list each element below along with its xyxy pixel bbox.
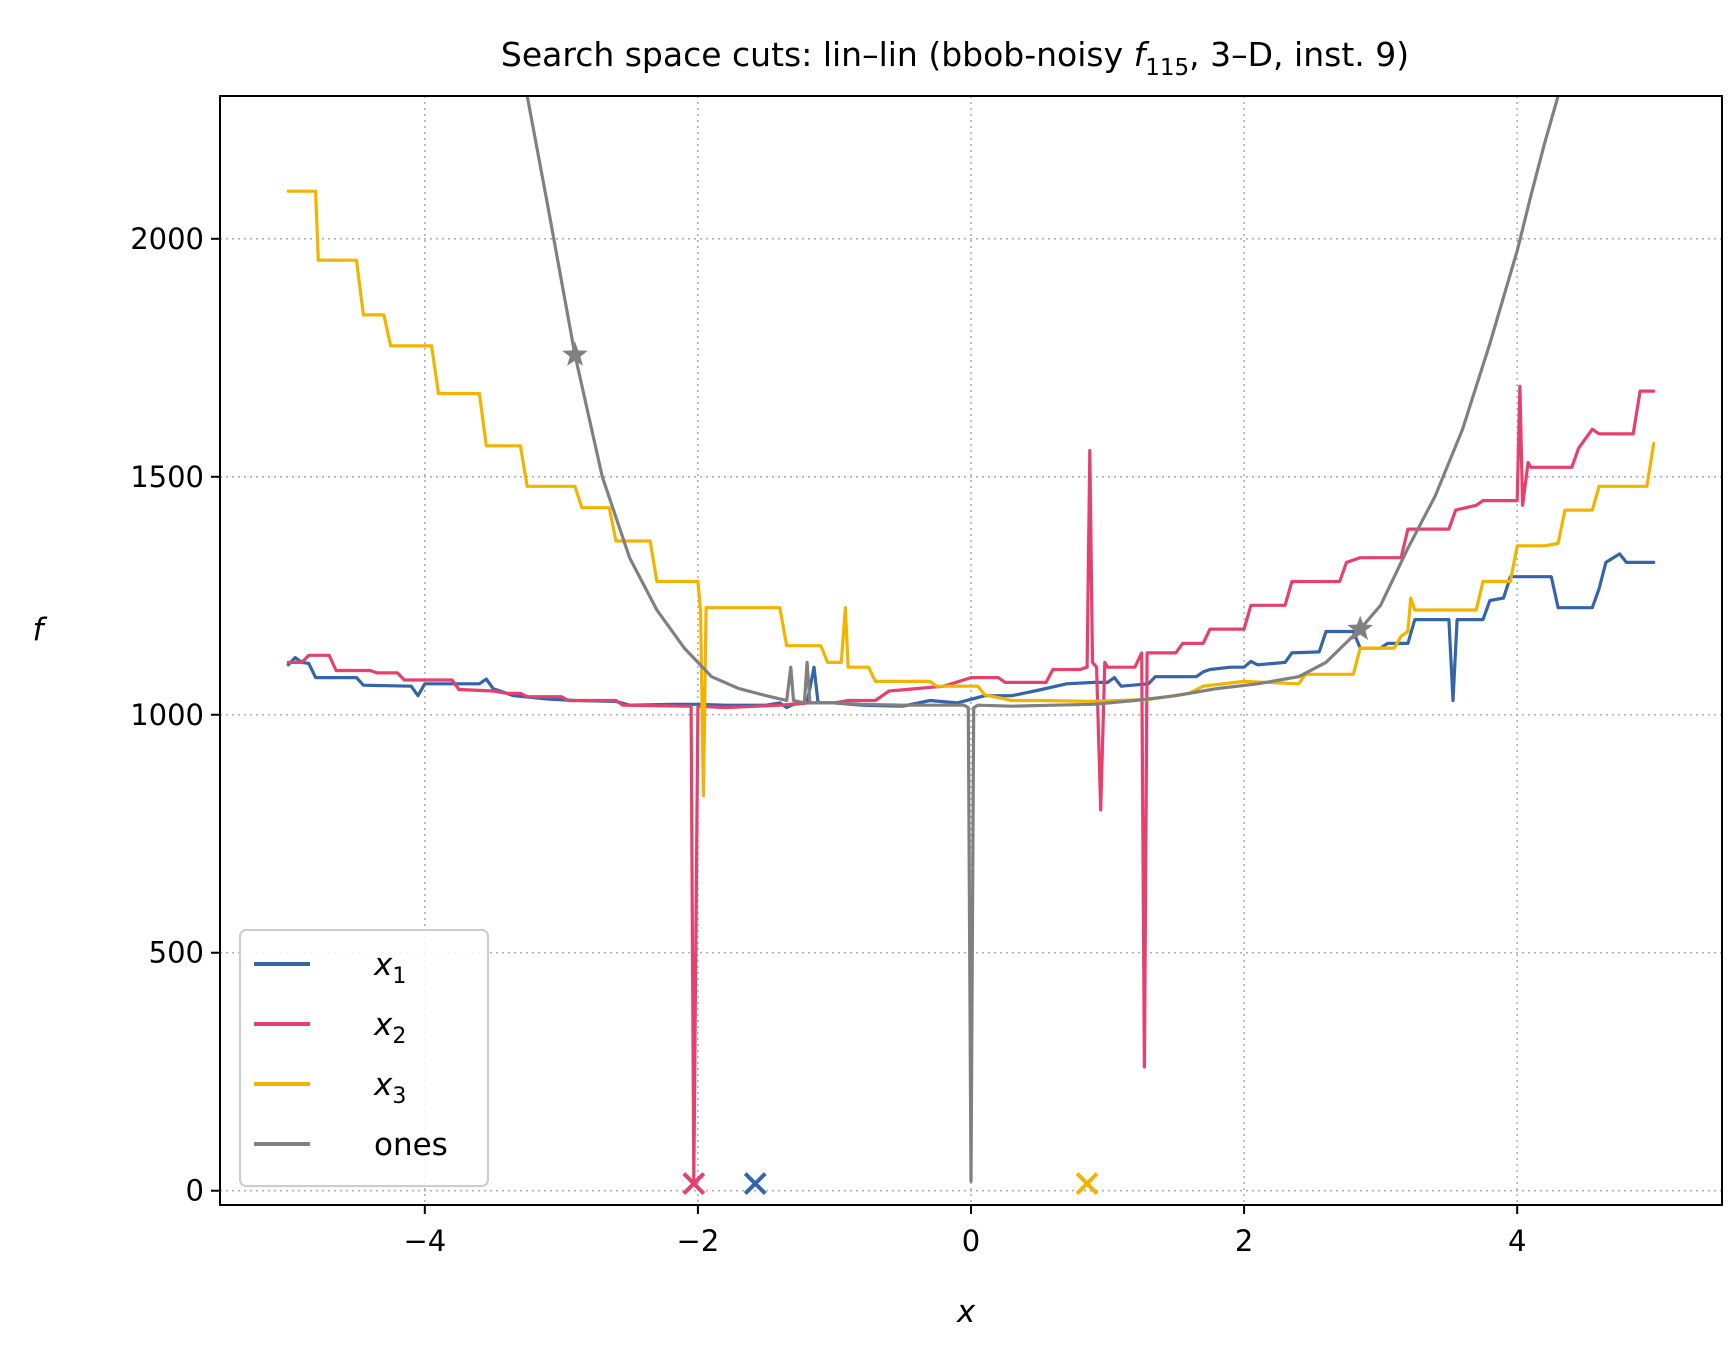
star-marker <box>1347 615 1373 640</box>
series-line-x2 <box>286 384 1656 1183</box>
series-layer <box>286 96 1656 1183</box>
legend-entry-subscript: 3 <box>392 1084 406 1109</box>
legend-entry-name: x <box>373 947 393 983</box>
series-line-ones <box>525 96 1560 1183</box>
y-tick-label: 2000 <box>130 222 204 256</box>
title-func-sub: 115 <box>1145 55 1189 81</box>
legend-entry-subscript: 1 <box>392 964 406 989</box>
x-tick-label: 4 <box>1508 1224 1526 1258</box>
legend-entry-name: x <box>373 1067 393 1103</box>
legend-entry-subscript: 2 <box>392 1024 406 1049</box>
x-axis: −4 −2 0 2 4 <box>403 1205 1526 1258</box>
title-suffix: , 3–D, inst. 9) <box>1189 35 1409 74</box>
legend-entry: x1 <box>373 947 406 989</box>
cross-marker <box>682 1172 706 1195</box>
legend-entry: x2 <box>373 1007 406 1049</box>
x-tick-label: −2 <box>677 1224 720 1258</box>
cross-marker <box>1075 1172 1099 1195</box>
y-axis: 0 500 1000 1500 2000 <box>130 222 220 1208</box>
x-tick-label: 0 <box>962 1224 980 1258</box>
legend-entry: ones <box>374 1127 448 1163</box>
y-tick-label: 0 <box>186 1174 204 1208</box>
y-axis-label: f <box>33 612 48 648</box>
chart-title: Search space cuts: lin–lin (bbob-noisy f… <box>501 35 1409 81</box>
x-tick-label: 2 <box>1235 1224 1253 1258</box>
star-marker <box>562 341 588 366</box>
x-tick-label: −4 <box>403 1224 446 1258</box>
y-tick-label: 1500 <box>130 460 204 494</box>
x-axis-label: x <box>956 1294 976 1330</box>
legend-box <box>239 929 489 1187</box>
title-prefix: Search space cuts: lin–lin (bbob-noisy <box>501 35 1134 74</box>
legend-entry: x3 <box>373 1067 406 1109</box>
series-line-x3 <box>286 189 1656 798</box>
legend-entry-name: x <box>373 1007 393 1043</box>
cross-marker <box>743 1172 767 1195</box>
y-tick-label: 1000 <box>130 698 204 732</box>
marker-layer <box>562 341 1373 1195</box>
y-tick-label: 500 <box>149 936 204 970</box>
legend-entry-name: ones <box>374 1127 448 1163</box>
